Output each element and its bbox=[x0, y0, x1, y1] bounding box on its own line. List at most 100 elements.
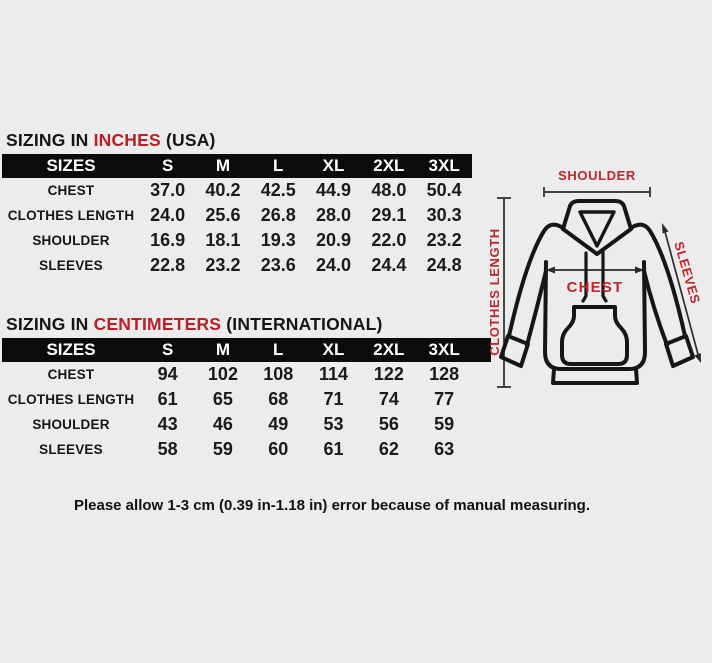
centimeters-section-title: SIZING IN CENTIMETERS (INTERNATIONAL) bbox=[6, 314, 383, 335]
chest-diagram-label: CHEST bbox=[567, 279, 624, 296]
size-value-cell: 23.2 bbox=[426, 230, 462, 250]
table-row-chest: CHEST 94 102 108 114 122 128 bbox=[2, 362, 491, 387]
size-value-cell: 29.1 bbox=[371, 205, 407, 225]
size-value-cell: 60 bbox=[268, 439, 289, 459]
cm-sizing-table: SIZES S M L XL 2XL 3XL CHEST 94 102 108 … bbox=[2, 338, 491, 462]
size-value-cell: 61 bbox=[323, 439, 344, 459]
hood-opening bbox=[578, 210, 616, 248]
header-cell-s: S bbox=[161, 340, 174, 359]
size-value-cell: 59 bbox=[212, 439, 233, 459]
header-cell-3xl: 3XL bbox=[428, 156, 460, 175]
size-value-cell: 50.4 bbox=[426, 180, 462, 200]
header-cell-m: M bbox=[215, 340, 231, 359]
size-value-cell: 114 bbox=[319, 364, 349, 384]
size-value-cell: 26.8 bbox=[260, 205, 296, 225]
header-cell-2xl: 2XL bbox=[373, 156, 405, 175]
sleeve-left-inner bbox=[525, 269, 548, 347]
chest-arrowhead-right bbox=[635, 266, 644, 274]
row-label-cell: SLEEVES bbox=[39, 442, 103, 457]
size-value-cell: 23.2 bbox=[205, 255, 241, 275]
row-label-cell: SLEEVES bbox=[39, 258, 103, 273]
hoodie-measure-diagram: SHOULDER CHEST CLOTHES LENGTH SLEEVES bbox=[487, 168, 703, 388]
row-label-cell: SHOULDER bbox=[32, 233, 110, 248]
cm-table-header: SIZES S M L XL 2XL 3XL bbox=[2, 338, 491, 362]
header-cell-s: S bbox=[161, 156, 174, 175]
size-value-cell: 24.0 bbox=[316, 255, 352, 275]
size-value-cell: 71 bbox=[323, 389, 344, 409]
size-value-cell: 20.9 bbox=[316, 230, 352, 250]
hoodie-outline bbox=[499, 199, 695, 385]
size-value-cell: 49 bbox=[268, 414, 289, 434]
table-row-chest: CHEST 37.0 40.2 42.5 44.9 48.0 50.4 bbox=[2, 178, 472, 203]
size-value-cell: 19.3 bbox=[260, 230, 296, 250]
size-value-cell: 122 bbox=[373, 364, 404, 384]
header-cell-l: L bbox=[273, 156, 284, 175]
table-row-sleeves: SLEEVES 58 59 60 61 62 63 bbox=[2, 437, 491, 462]
size-value-cell: 53 bbox=[323, 414, 344, 434]
size-value-cell: 24.4 bbox=[371, 255, 407, 275]
hem-band bbox=[551, 367, 639, 385]
shoulder-diagram-label: SHOULDER bbox=[558, 168, 636, 183]
header-cell-xl: XL bbox=[322, 156, 345, 175]
header-cell-2xl: 2XL bbox=[373, 340, 405, 359]
size-value-cell: 28.0 bbox=[316, 205, 352, 225]
size-value-cell: 102 bbox=[207, 364, 238, 384]
title-suffix: (USA) bbox=[165, 130, 216, 150]
size-value-cell: 59 bbox=[434, 414, 455, 434]
sleeves-arrowhead-top bbox=[662, 223, 669, 234]
header-cell-m: M bbox=[215, 156, 231, 175]
body-shape bbox=[543, 260, 647, 371]
size-value-cell: 16.9 bbox=[150, 230, 186, 250]
size-value-cell: 40.2 bbox=[205, 180, 241, 200]
row-label-cell: CLOTHES LENGTH bbox=[7, 392, 135, 407]
table-row-sleeves: SLEEVES 22.8 23.2 23.6 24.0 24.4 24.8 bbox=[2, 253, 472, 278]
header-cell-sizes: SIZES bbox=[46, 340, 96, 359]
drawstring-left bbox=[581, 251, 588, 303]
title-prefix: SIZING IN bbox=[6, 130, 89, 150]
sleeves-measure-line bbox=[663, 227, 700, 359]
chest-arrowhead-left bbox=[546, 266, 555, 274]
sleeve-right-inner bbox=[642, 269, 669, 347]
header-cell-l: L bbox=[273, 340, 284, 359]
size-value-cell: 68 bbox=[268, 389, 289, 409]
sleeve-left-outer bbox=[507, 222, 565, 338]
cuff-left bbox=[499, 334, 530, 368]
table-row-shoulder: SHOULDER 43 46 49 53 56 59 bbox=[2, 412, 491, 437]
size-value-cell: 62 bbox=[378, 439, 399, 459]
size-value-cell: 63 bbox=[434, 439, 455, 459]
size-value-cell: 128 bbox=[429, 364, 460, 384]
size-value-cell: 24.0 bbox=[150, 205, 186, 225]
size-value-cell: 25.6 bbox=[205, 205, 241, 225]
size-value-cell: 24.8 bbox=[426, 255, 462, 275]
size-value-cell: 22.0 bbox=[371, 230, 407, 250]
hood-collar-v bbox=[561, 227, 633, 256]
size-value-cell: 44.9 bbox=[316, 180, 352, 200]
table-row-clothes-length: CLOTHES LENGTH 61 65 68 71 74 77 bbox=[2, 387, 491, 412]
row-label-cell: CHEST bbox=[47, 367, 95, 382]
row-label-cell: CHEST bbox=[47, 183, 95, 198]
hood-shape bbox=[561, 199, 633, 231]
sleeves-arrowhead-bottom bbox=[694, 353, 701, 363]
size-value-cell: 58 bbox=[157, 439, 178, 459]
measuring-error-note: Please allow 1-3 cm (0.39 in-1.18 in) er… bbox=[73, 497, 591, 514]
size-value-cell: 37.0 bbox=[150, 180, 186, 200]
inches-sizing-table: SIZES S M L XL 2XL 3XL CHEST 37.0 40.2 4… bbox=[2, 154, 472, 278]
size-value-cell: 22.8 bbox=[150, 255, 186, 275]
size-value-cell: 77 bbox=[434, 389, 455, 409]
row-label-cell: CLOTHES LENGTH bbox=[7, 208, 135, 223]
drawstring-right bbox=[601, 248, 608, 303]
table-row-shoulder: SHOULDER 16.9 18.1 19.3 20.9 22.0 23.2 bbox=[2, 228, 472, 253]
title-unit-highlight: INCHES bbox=[93, 130, 161, 150]
table-row-clothes-length: CLOTHES LENGTH 24.0 25.6 26.8 28.0 29.1 … bbox=[2, 203, 472, 228]
shoulder-measure-line bbox=[543, 187, 651, 197]
size-value-cell: 108 bbox=[263, 364, 294, 384]
size-value-cell: 46 bbox=[212, 414, 233, 434]
sleeve-right-outer bbox=[629, 222, 687, 338]
clothes-length-measure-line bbox=[497, 197, 511, 388]
size-value-cell: 61 bbox=[157, 389, 178, 409]
title-unit-highlight: CENTIMETERS bbox=[93, 314, 222, 334]
header-cell-xl: XL bbox=[322, 340, 345, 359]
size-value-cell: 30.3 bbox=[426, 205, 462, 225]
title-prefix: SIZING IN bbox=[6, 314, 89, 334]
